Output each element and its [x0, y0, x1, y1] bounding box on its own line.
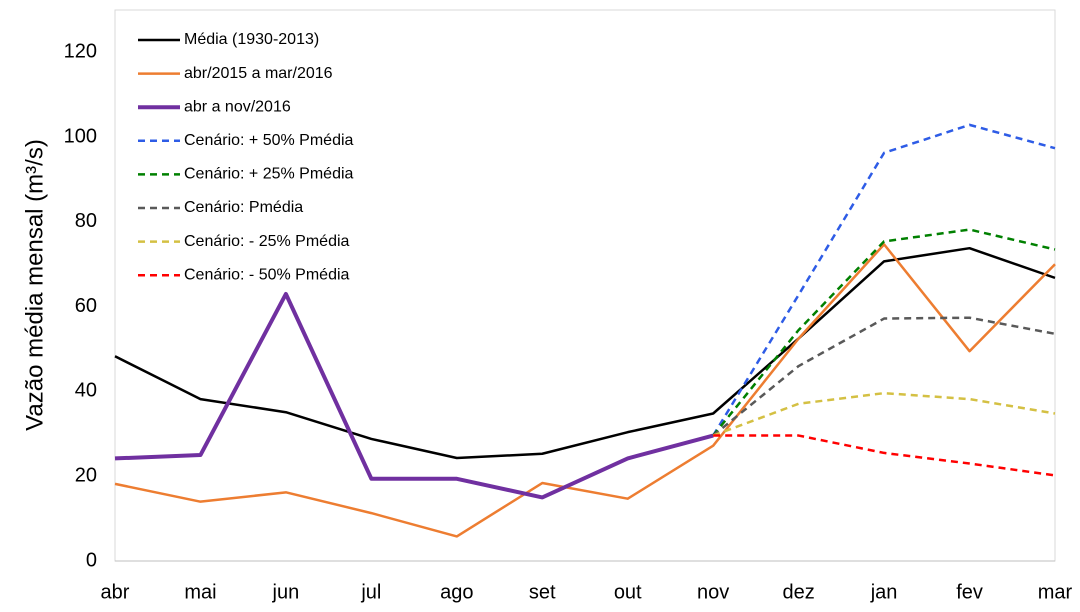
series-line [114, 243, 1056, 538]
x-tick-label: mar [1038, 581, 1073, 603]
x-tick-label: jun [272, 581, 300, 603]
x-tick-label: nov [697, 581, 729, 603]
y-tick-label: 80 [75, 210, 97, 232]
y-tick-label: 20 [75, 465, 97, 487]
legend-label: abr/2015 a mar/2016 [184, 65, 333, 82]
legend-label: Média (1930-2013) [184, 31, 319, 48]
x-tick-label: ago [440, 581, 473, 603]
y-tick-label: 120 [64, 41, 97, 63]
series-line [114, 246, 1056, 460]
x-tick-label: jul [360, 581, 381, 603]
y-tick-label: 0 [86, 549, 97, 571]
series-line [114, 291, 714, 500]
y-tick-label: 100 [64, 125, 97, 147]
series-line [713, 434, 1056, 477]
legend-label: Cenário: - 25% Pmédia [184, 233, 350, 250]
legend-label: Cenário: + 50% Pmédia [184, 132, 354, 149]
series-line [712, 316, 1056, 437]
legend-label: abr a nov/2016 [184, 98, 291, 115]
x-tick-label: dez [783, 581, 815, 603]
y-tick-label: 40 [75, 380, 97, 402]
y-axis-label: Vazão média mensal (m³/s) [21, 139, 48, 431]
series-line [712, 123, 1056, 437]
x-tick-label: jan [870, 581, 898, 603]
series-line [712, 391, 1056, 437]
legend-label: Cenário: + 25% Pmédia [184, 166, 354, 183]
legend-label: Cenário: Pmédia [184, 199, 303, 216]
x-tick-label: set [529, 581, 556, 603]
x-tick-label: out [614, 581, 642, 603]
legend-label: Cenário: - 50% Pmédia [184, 266, 350, 283]
x-tick-label: fev [956, 581, 983, 603]
x-tick-label: abr [101, 581, 130, 603]
y-tick-label: 60 [75, 295, 97, 317]
series-line [712, 228, 1056, 437]
x-tick-label: mai [184, 581, 216, 603]
